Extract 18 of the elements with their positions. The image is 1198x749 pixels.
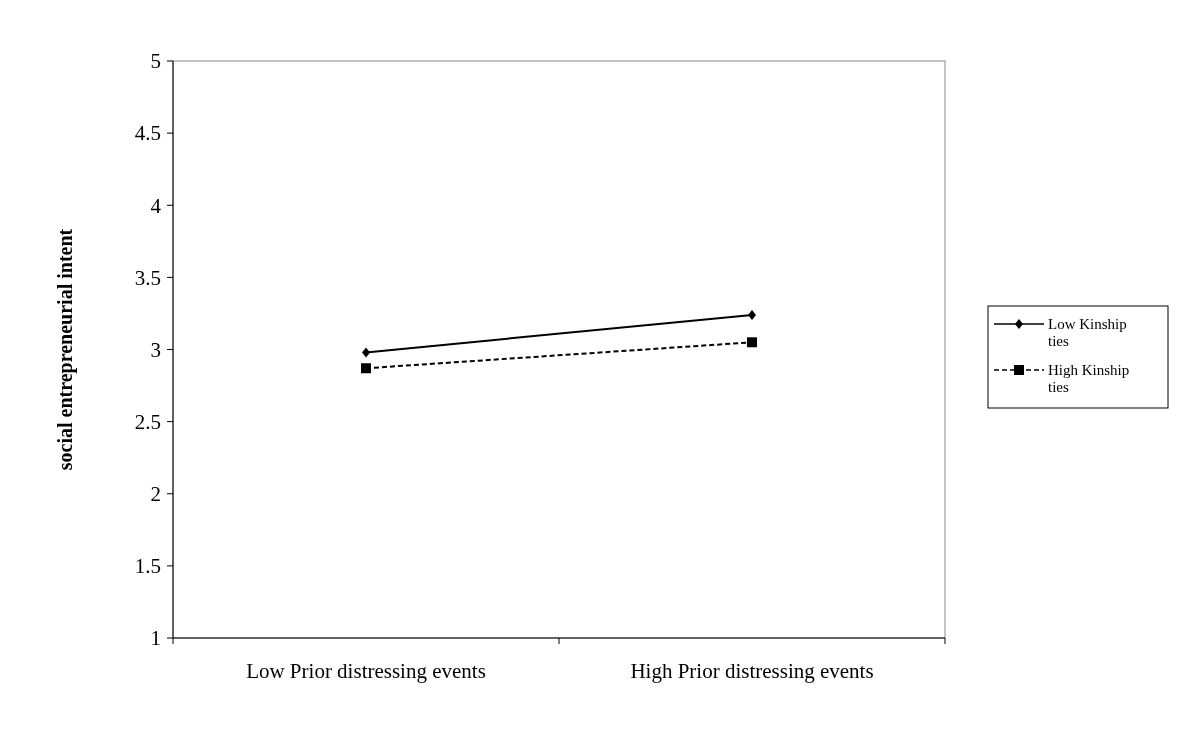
- point: [361, 363, 371, 374]
- y-tick-label: 4: [150, 193, 162, 218]
- x-tick-label: Low Prior distressing events: [246, 659, 486, 683]
- legend-label: Low Kinship ties: [1048, 316, 1127, 349]
- y-tick-label: 3: [150, 337, 161, 362]
- y-axis-title: social entrepreneurial intent: [54, 228, 77, 471]
- point: [747, 337, 757, 348]
- y-tick-label: 5: [150, 49, 161, 74]
- y-tick-label: 4.5: [134, 121, 161, 146]
- y-tick-label: 2: [150, 482, 161, 507]
- point: [362, 347, 370, 358]
- y-tick-label: 1.5: [134, 554, 161, 579]
- y-tick-label: 2.5: [134, 409, 161, 434]
- y-tick-label: 3.5: [134, 265, 161, 290]
- legend-label: High Kinship ties: [1048, 362, 1130, 395]
- point: [748, 309, 756, 320]
- y-tick-label: 1: [150, 626, 161, 651]
- x-tick-label: High Prior distressing events: [630, 659, 874, 683]
